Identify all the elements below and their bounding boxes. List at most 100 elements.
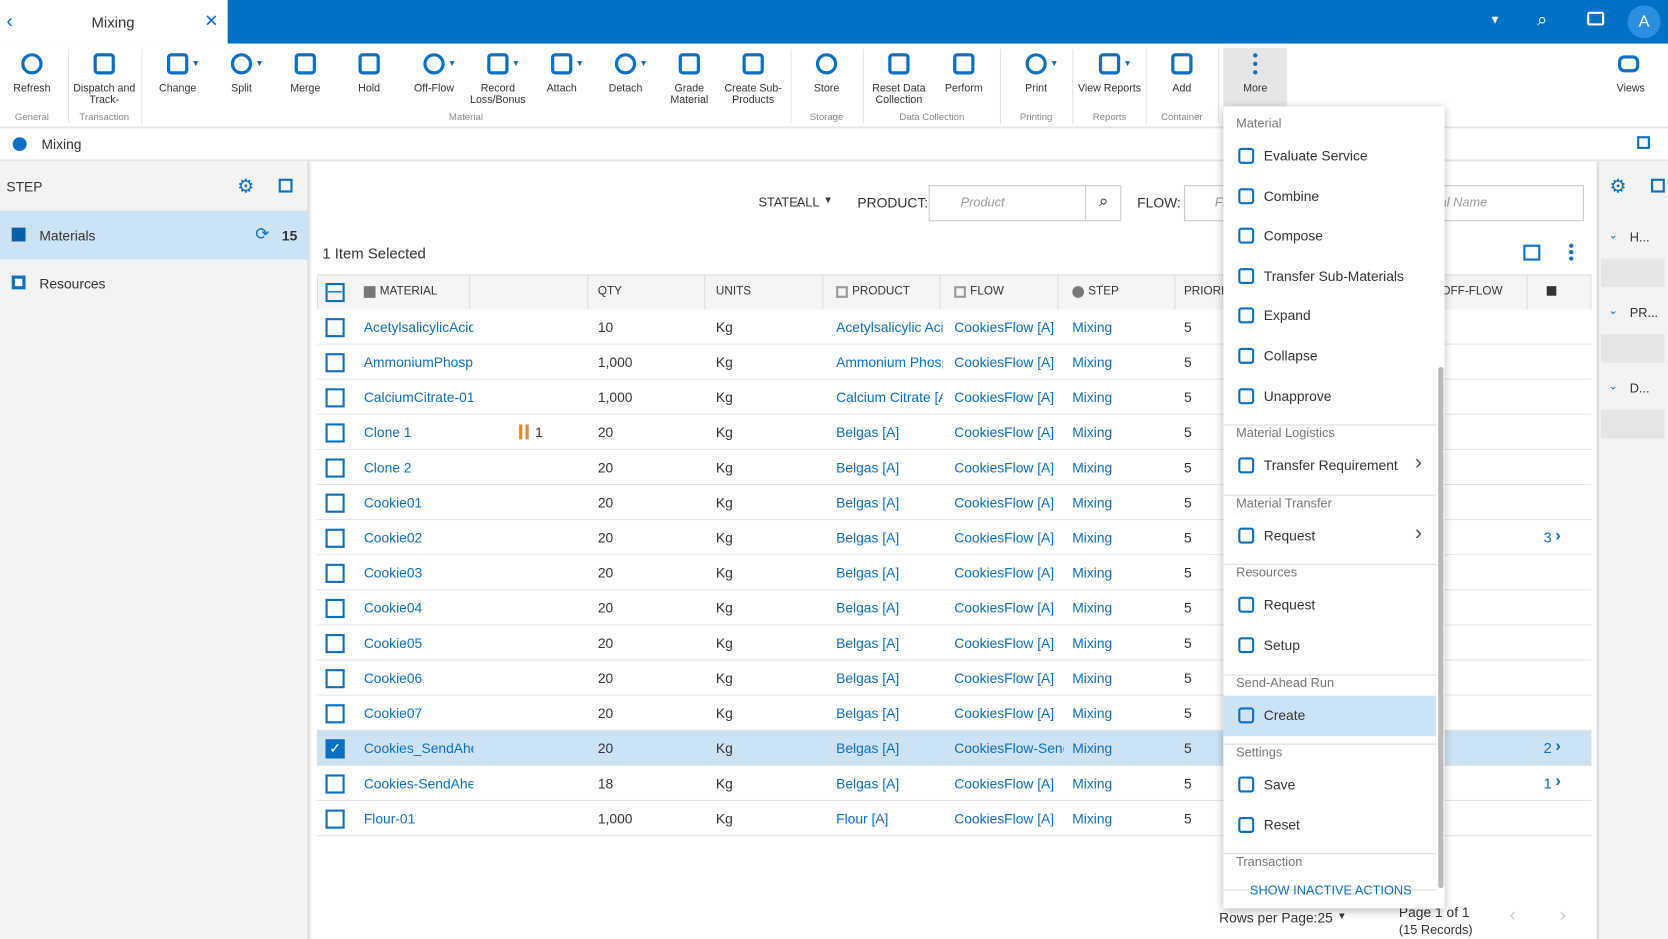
- cell-product[interactable]: Belgas [A]: [836, 705, 942, 721]
- cell-flow[interactable]: CookiesFlow [A]: [954, 460, 1064, 476]
- row-checkbox[interactable]: [326, 669, 345, 688]
- toolbar-button[interactable]: Dispatch and Track-: [70, 83, 138, 106]
- cell-flow[interactable]: CookiesFlow-SendAhead [A]: [954, 740, 1064, 756]
- toolbar-button[interactable]: Perform: [930, 83, 998, 95]
- cell-material[interactable]: Cookies-SendAhead: [364, 775, 474, 791]
- row-checkbox[interactable]: ✓: [326, 739, 345, 758]
- cell-step[interactable]: Mixing: [1072, 530, 1178, 546]
- toolbar-button[interactable]: Change: [144, 83, 212, 95]
- expand-button[interactable]: [1637, 136, 1650, 149]
- toolbar-button[interactable]: Print: [1002, 83, 1070, 95]
- cell-flow[interactable]: CookiesFlow [A]: [954, 565, 1064, 581]
- menu-item[interactable]: Create: [1264, 707, 1306, 723]
- panel-item[interactable]: PR...: [1630, 305, 1658, 320]
- cell-material[interactable]: Cookie01: [364, 495, 474, 511]
- cell-product[interactable]: Belgas [A]: [836, 424, 942, 440]
- menu-item[interactable]: Combine: [1264, 188, 1319, 204]
- toolbar-button[interactable]: Record Loss/Bonus: [464, 83, 532, 106]
- row-checkbox[interactable]: [326, 704, 345, 723]
- cell-material[interactable]: Clone 2: [364, 460, 474, 476]
- toolbar-button[interactable]: More: [1221, 83, 1289, 95]
- search-box-button[interactable]: ⌕: [1085, 185, 1121, 221]
- cell-flow[interactable]: CookiesFlow [A]: [954, 811, 1064, 827]
- column-header[interactable]: QTY: [598, 285, 704, 298]
- cell-product[interactable]: Belgas [A]: [836, 460, 942, 476]
- cell-product[interactable]: Flour [A]: [836, 811, 942, 827]
- search-button[interactable]: ⌕: [1537, 10, 1547, 31]
- menu-item[interactable]: Compose: [1264, 228, 1323, 244]
- cell-step[interactable]: Mixing: [1072, 600, 1178, 616]
- menu-item[interactable]: Save: [1264, 777, 1296, 793]
- sidebar-item[interactable]: Materials: [39, 228, 95, 244]
- row-checkbox[interactable]: [326, 458, 345, 477]
- cell-flow[interactable]: CookiesFlow [A]: [954, 319, 1064, 335]
- column-header[interactable]: PRODUCT: [852, 285, 958, 298]
- cell-step[interactable]: Mixing: [1072, 740, 1178, 756]
- menu-item[interactable]: Request: [1264, 597, 1316, 613]
- cell-material[interactable]: Cookie02: [364, 530, 474, 546]
- cell-step[interactable]: Mixing: [1072, 319, 1178, 335]
- row-checkbox[interactable]: [326, 634, 345, 653]
- dropdown[interactable]: ▼: [1489, 14, 1501, 27]
- toolbar-button[interactable]: Merge: [271, 83, 339, 95]
- cell-flow[interactable]: CookiesFlow [A]: [954, 495, 1064, 511]
- settings-button[interactable]: ⚙: [237, 176, 254, 198]
- tab-close[interactable]: ✕: [204, 11, 218, 32]
- cell-product[interactable]: Belgas [A]: [836, 740, 942, 756]
- row-checkbox[interactable]: [326, 564, 345, 583]
- column-header[interactable]: FLOW: [970, 285, 1076, 298]
- row-count[interactable]: 2: [1544, 739, 1552, 756]
- menu-item[interactable]: Unapprove: [1264, 388, 1332, 404]
- cell-flow[interactable]: CookiesFlow [A]: [954, 354, 1064, 370]
- menu-item[interactable]: Reset: [1264, 817, 1300, 833]
- rows-per-page[interactable]: Rows per Page:25: [1219, 910, 1333, 926]
- menu-item[interactable]: Evaluate Service: [1264, 148, 1368, 164]
- cell-flow[interactable]: CookiesFlow [A]: [954, 775, 1064, 791]
- cell-flow[interactable]: CookiesFlow [A]: [954, 705, 1064, 721]
- toolbar-button[interactable]: Attach: [528, 83, 596, 95]
- menu-item[interactable]: Expand: [1264, 308, 1311, 324]
- cell-flow[interactable]: CookiesFlow [A]: [954, 635, 1064, 651]
- cell-step[interactable]: Mixing: [1072, 775, 1178, 791]
- row-checkbox[interactable]: [326, 423, 345, 442]
- menu-item[interactable]: Transfer Sub-Materials: [1264, 268, 1404, 284]
- toolbar-button[interactable]: Reset Data Collection: [865, 83, 933, 106]
- cell-flow[interactable]: CookiesFlow [A]: [954, 600, 1064, 616]
- cell-product[interactable]: Belgas [A]: [836, 670, 942, 686]
- column-header[interactable]: OFF-FLOW: [1441, 285, 1526, 298]
- cell-step[interactable]: Mixing: [1072, 460, 1178, 476]
- views-button[interactable]: Views: [1609, 83, 1652, 95]
- cell-flow[interactable]: CookiesFlow [A]: [954, 670, 1064, 686]
- cell-flow[interactable]: CookiesFlow [A]: [954, 530, 1064, 546]
- prev-page[interactable]: ‹: [1510, 904, 1516, 926]
- show-inactive[interactable]: SHOW INACTIVE ACTIONS: [1223, 883, 1438, 898]
- toolbar-button[interactable]: Refresh: [0, 83, 66, 95]
- cell-step[interactable]: Mixing: [1072, 424, 1178, 440]
- toolbar-button[interactable]: Split: [207, 83, 275, 95]
- cell-step[interactable]: Mixing: [1072, 389, 1178, 405]
- cell-material[interactable]: Cookies_SendAhead: [364, 740, 474, 756]
- toolbar-button[interactable]: Add: [1148, 83, 1216, 95]
- toolbar-button[interactable]: Store: [793, 83, 861, 95]
- header-checkbox[interactable]: —: [326, 283, 345, 302]
- row-checkbox[interactable]: [326, 388, 345, 407]
- cell-step[interactable]: Mixing: [1072, 635, 1178, 651]
- menu-item[interactable]: Setup: [1264, 637, 1300, 653]
- cell-product[interactable]: Belgas [A]: [836, 495, 942, 511]
- toolbar-button[interactable]: Off-Flow: [400, 83, 468, 95]
- cell-material[interactable]: Cookie03: [364, 565, 474, 581]
- cell-product[interactable]: Belgas [A]: [836, 600, 942, 616]
- cell-material[interactable]: Flour-01: [364, 811, 474, 827]
- cell-product[interactable]: Belgas [A]: [836, 565, 942, 581]
- toolbar-button[interactable]: Detach: [591, 83, 659, 95]
- row-checkbox[interactable]: [326, 494, 345, 513]
- cell-step[interactable]: Mixing: [1072, 670, 1178, 686]
- menu-item[interactable]: Request: [1264, 527, 1316, 543]
- cell-material[interactable]: AmmoniumPhosphate: [364, 354, 474, 370]
- menu-item[interactable]: Collapse: [1264, 348, 1318, 364]
- toolbar-button[interactable]: View Reports: [1075, 83, 1143, 95]
- row-checkbox[interactable]: [326, 810, 345, 829]
- column-header[interactable]: UNITS: [716, 285, 822, 298]
- panel-collapse[interactable]: [1651, 179, 1665, 193]
- sidebar-item[interactable]: Resources: [39, 276, 105, 292]
